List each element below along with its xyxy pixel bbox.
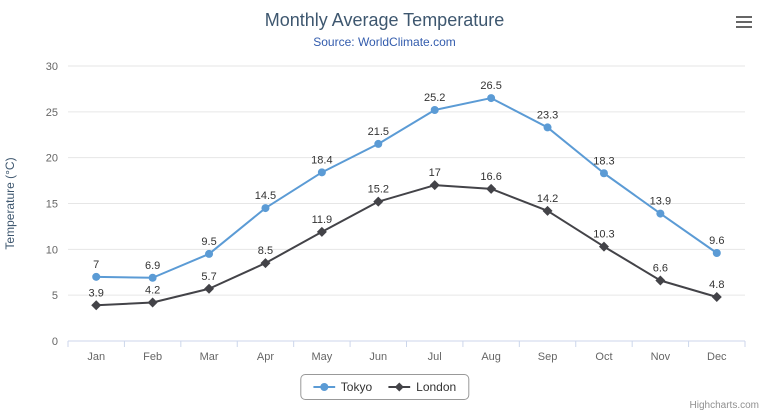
london-data-point[interactable] <box>316 226 327 237</box>
london-data-label: 17 <box>429 167 441 179</box>
x-axis-tick-label: Jun <box>369 351 387 363</box>
tokyo-data-label: 18.3 <box>593 155 614 167</box>
london-data-label: 11.9 <box>312 214 333 226</box>
x-axis-tick-label: May <box>311 351 332 363</box>
y-axis-title: Temperature (°C) <box>3 157 17 249</box>
london-data-label: 3.9 <box>89 287 104 299</box>
london-series-line[interactable] <box>96 184 718 307</box>
x-axis-tick-label: Jan <box>87 351 105 363</box>
legend-item-london[interactable]: London <box>388 380 456 394</box>
tokyo-data-point[interactable] <box>656 209 665 218</box>
london-data-point[interactable] <box>711 292 722 302</box>
tokyo-data-point[interactable] <box>599 169 608 178</box>
london-data-label: 16.6 <box>480 171 501 183</box>
x-axis-tick-label: Nov <box>651 351 671 363</box>
london-data-point[interactable] <box>260 258 271 269</box>
x-axis-tick-label: Dec <box>707 351 727 363</box>
tokyo-data-label: 13.9 <box>650 196 671 208</box>
tokyo-data-point[interactable] <box>317 168 326 177</box>
london-data-label: 8.5 <box>258 245 273 257</box>
y-axis-tick-label: 25 <box>46 107 58 119</box>
tokyo-data-label: 21.5 <box>368 126 389 138</box>
legend-label: Tokyo <box>340 380 373 394</box>
x-axis-tick-label: Oct <box>595 351 612 363</box>
x-axis-tick-label: Sep <box>538 351 558 363</box>
legend-circle-icon <box>312 383 335 391</box>
london-data-point[interactable] <box>486 183 497 194</box>
tokyo-data-label: 9.6 <box>709 235 724 247</box>
london-data-point[interactable] <box>598 241 609 252</box>
london-data-label: 15.2 <box>368 184 389 196</box>
london-data-label: 5.7 <box>201 271 216 283</box>
london-data-point[interactable] <box>91 300 102 311</box>
tokyo-data-point[interactable] <box>92 272 101 281</box>
london-data-label: 4.2 <box>145 285 160 297</box>
tokyo-data-label: 25.2 <box>424 92 445 104</box>
tokyo-data-point[interactable] <box>374 139 383 148</box>
london-data-label: 6.6 <box>653 263 668 275</box>
y-axis-tick-label: 20 <box>46 153 58 165</box>
london-data-label: 14.2 <box>537 193 558 205</box>
context-menu-button[interactable] <box>731 10 757 34</box>
tokyo-data-point[interactable] <box>543 123 552 132</box>
highcharts-credit-link[interactable]: Highcharts.com <box>689 400 759 411</box>
tokyo-data-point[interactable] <box>487 94 496 103</box>
tokyo-data-point[interactable] <box>261 204 270 213</box>
y-axis-tick-label: 5 <box>52 290 58 302</box>
legend: Tokyo London <box>299 374 470 400</box>
tokyo-data-label: 26.5 <box>480 80 501 92</box>
x-axis-tick-label: Mar <box>200 351 219 363</box>
x-axis-tick-label: Aug <box>481 351 501 363</box>
london-data-point[interactable] <box>429 180 440 191</box>
legend-item-tokyo[interactable]: Tokyo <box>312 380 373 394</box>
london-data-point[interactable] <box>542 205 553 216</box>
london-data-point[interactable] <box>655 275 666 286</box>
legend-label: London <box>416 380 457 394</box>
london-data-label: 4.8 <box>709 279 724 291</box>
hamburger-icon <box>736 16 752 28</box>
tokyo-data-label: 18.4 <box>311 154 332 166</box>
x-axis-tick-label: Apr <box>257 351 274 363</box>
y-axis-tick-label: 15 <box>46 199 58 211</box>
x-axis-tick-label: Jul <box>428 351 442 363</box>
tokyo-series-line[interactable] <box>96 97 718 279</box>
chart-title: Monthly Average Temperature <box>264 10 505 30</box>
london-data-label: 10.3 <box>593 229 614 241</box>
tokyo-data-point[interactable] <box>430 106 439 114</box>
tokyo-data-label: 23.3 <box>537 109 558 121</box>
london-data-point[interactable] <box>373 196 384 207</box>
london-data-point[interactable] <box>147 297 158 308</box>
tokyo-data-point[interactable] <box>712 249 721 257</box>
tokyo-data-label: 6.9 <box>145 260 160 272</box>
tokyo-data-label: 7 <box>93 259 99 271</box>
chart-subtitle: Source: WorldClimate.com <box>313 35 456 49</box>
tokyo-data-point[interactable] <box>148 273 157 282</box>
tokyo-data-label: 14.5 <box>255 190 276 202</box>
y-axis-tick-label: 30 <box>46 61 58 73</box>
y-axis-tick-label: 0 <box>52 336 58 348</box>
tokyo-data-point[interactable] <box>205 249 214 258</box>
legend-diamond-icon <box>388 382 411 392</box>
y-axis-tick-label: 10 <box>46 244 58 256</box>
tokyo-data-label: 9.5 <box>201 236 216 248</box>
london-data-point[interactable] <box>204 283 215 294</box>
x-axis-tick-label: Feb <box>143 351 162 363</box>
